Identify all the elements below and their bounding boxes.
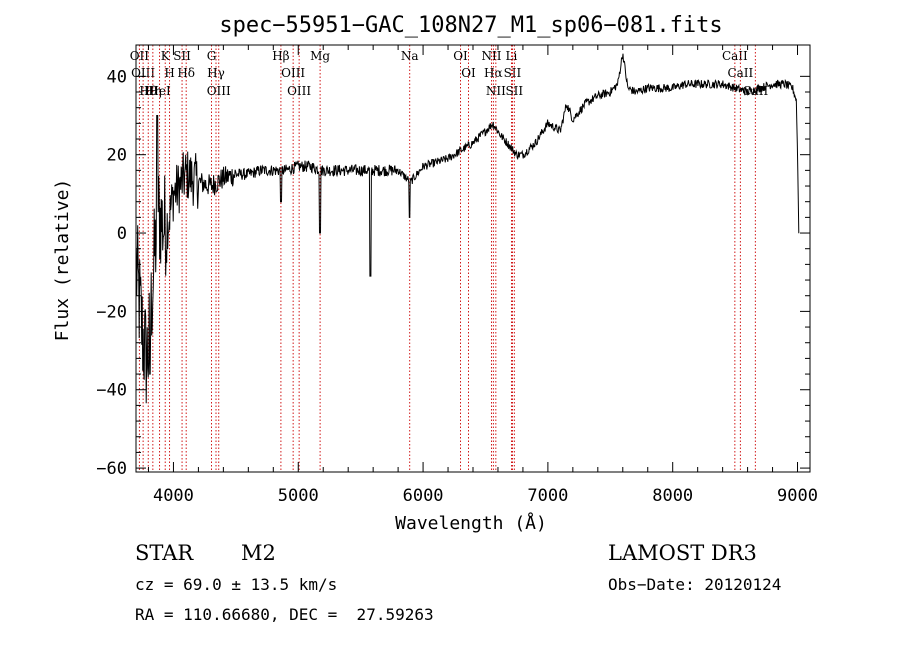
plot-frame — [135, 44, 811, 473]
subclass-label: M2 — [241, 541, 276, 565]
spectral-line-label: NII — [481, 49, 501, 63]
y-tick-label: −20 — [96, 302, 127, 322]
spectral-line-label: HeI — [148, 84, 171, 98]
spectral-line-label: CaII — [727, 66, 753, 80]
y-axis-label: Flux (relative) — [52, 179, 73, 342]
spectral-line-label: OI — [461, 66, 476, 80]
y-tick-label: −60 — [96, 459, 127, 479]
spectral-line-label: OIII — [287, 84, 311, 98]
chart-title: spec−55951−GAC_108N27_M1_sp06−081.fits — [219, 13, 722, 38]
spectral-line-label: G — [207, 49, 217, 63]
y-tick-label: −40 — [96, 381, 127, 401]
spectral-line-label: NII — [486, 84, 506, 98]
coords-label: RA = 110.66680, DEC = 27.59263 — [135, 605, 434, 624]
y-tick-label: 40 — [107, 67, 127, 87]
spectral-line-label: SII — [504, 66, 522, 80]
spectral-line-label: OIII — [281, 66, 305, 80]
spectral-line-label: Hη — [144, 84, 162, 98]
spectral-line-label: OIII — [207, 84, 231, 98]
spectral-line-label: Hδ — [177, 66, 195, 80]
spectral-line-label: Hβ — [272, 49, 289, 63]
x-axis-label: Wavelength (Å) — [395, 512, 547, 534]
x-tick-label: 6000 — [403, 486, 444, 506]
spectral-line-label: Hα — [484, 66, 503, 80]
spectral-line-label: SII — [505, 84, 523, 98]
spectral-lines-layer: OIIOIIIHθHηHeIKHSIIHδGHγOIIIHβOIIIOIIIMg… — [130, 45, 768, 472]
spectral-line-label: OII — [130, 49, 150, 63]
y-axis: −60 −40 −20 0 20 40 — [96, 67, 810, 479]
spectral-line-label: SII — [173, 49, 191, 63]
x-tick-label: 8000 — [652, 486, 693, 506]
object-class-label: STAR — [135, 541, 194, 565]
survey-label: LAMOST DR3 — [608, 541, 757, 565]
spectral-line-label: CaII — [722, 49, 748, 63]
x-tick-label: 9000 — [777, 486, 818, 506]
spectral-line-label: Hγ — [207, 66, 225, 80]
spectrum-line — [135, 53, 800, 404]
x-axis: 4000 5000 6000 7000 8000 9000 — [147, 45, 818, 506]
spectral-line-label: Na — [401, 49, 419, 63]
spectral-line-label: OIII — [131, 66, 155, 80]
spectral-line-label: OI — [453, 49, 468, 63]
spectral-line-label: K — [161, 49, 171, 63]
spectral-line-label: Mg — [310, 49, 330, 63]
spectrum-layer — [135, 53, 800, 404]
x-tick-label: 7000 — [527, 486, 568, 506]
y-tick-label: 20 — [107, 146, 127, 166]
obs-date-label: Obs−Date: 20120124 — [608, 575, 781, 594]
spectral-line-label: H — [164, 66, 174, 80]
spectral-line-label: Li — [506, 49, 518, 63]
x-tick-label: 5000 — [278, 486, 319, 506]
cz-label: cz = 69.0 ± 13.5 km/s — [135, 575, 337, 594]
y-tick-label: 0 — [117, 224, 127, 244]
x-tick-label: 4000 — [153, 486, 194, 506]
